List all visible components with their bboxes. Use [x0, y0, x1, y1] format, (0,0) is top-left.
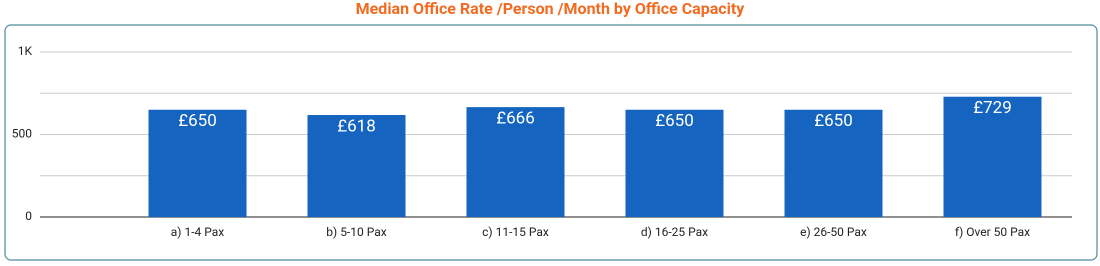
bar — [466, 107, 565, 217]
y-tick-label: 1K — [18, 44, 33, 58]
bar — [307, 115, 406, 217]
chart-title: Median Office Rate /Person /Month by Off… — [356, 0, 746, 18]
bar — [625, 109, 724, 217]
value-label: £650 — [655, 111, 694, 131]
x-tick-label: c) 11-15 Pax — [482, 225, 549, 239]
bar — [943, 96, 1042, 217]
bar — [784, 109, 883, 217]
y-tick-label: 0 — [25, 209, 32, 223]
y-tick-label: 500 — [12, 127, 32, 141]
x-tick-label: f) Over 50 Pax — [955, 225, 1030, 239]
x-tick-label: a) 1-4 Pax — [171, 225, 224, 239]
x-tick-label: b) 5-10 Pax — [326, 225, 386, 239]
value-label: £650 — [178, 111, 217, 131]
value-label: £666 — [496, 109, 535, 129]
value-label: £618 — [337, 117, 376, 137]
x-tick-label: d) 16-25 Pax — [641, 225, 708, 239]
value-label: £650 — [814, 111, 853, 131]
x-tick-label: e) 26-50 Pax — [800, 225, 867, 239]
bar — [148, 109, 247, 217]
value-label: £729 — [973, 98, 1012, 118]
